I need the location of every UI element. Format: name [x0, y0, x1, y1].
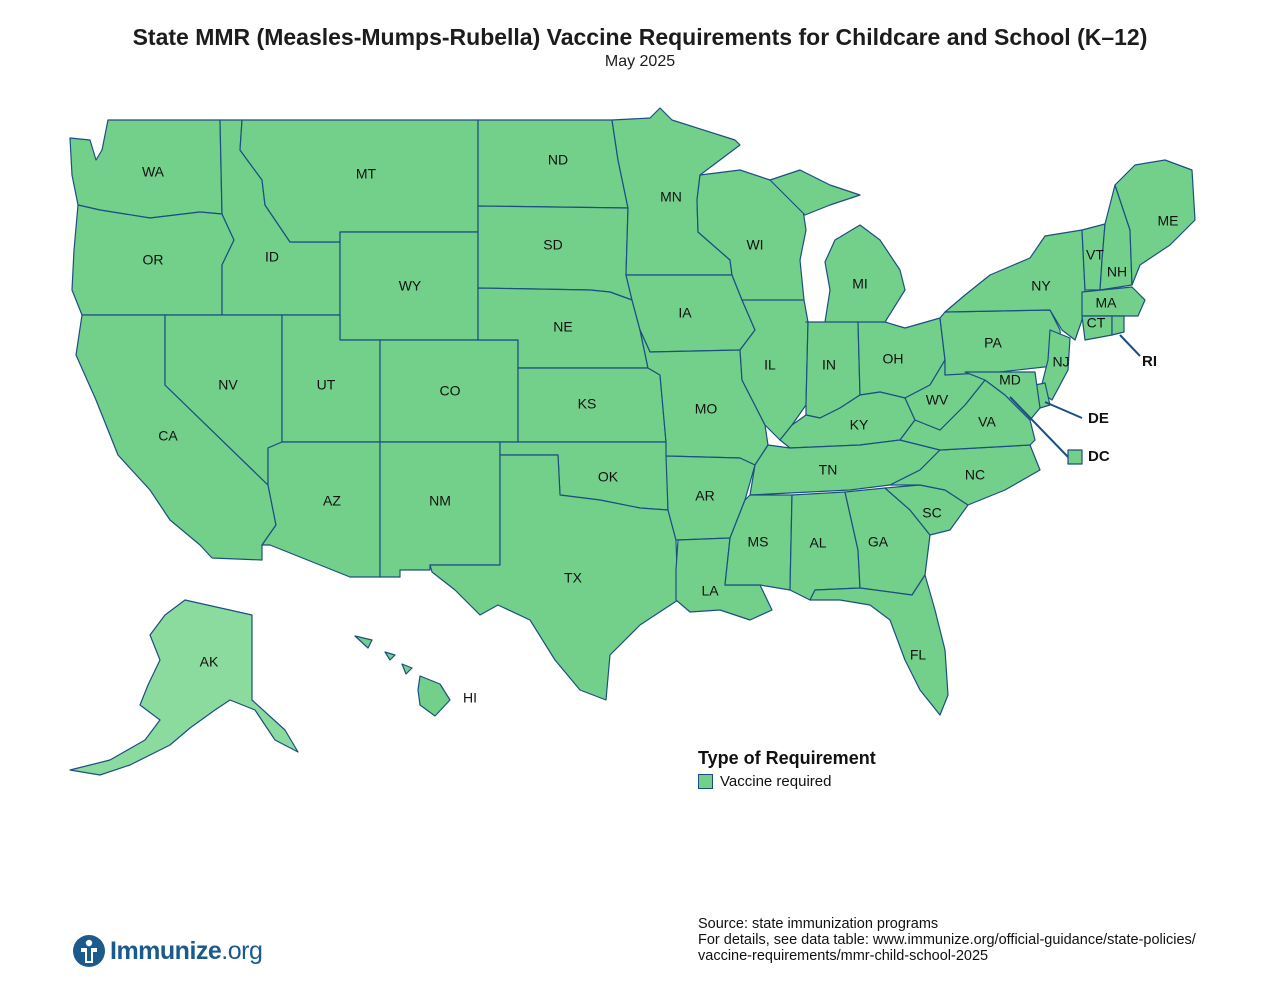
- label-md: MD: [999, 372, 1021, 388]
- state-ri[interactable]: [1111, 315, 1125, 336]
- label-il: IL: [764, 357, 776, 373]
- label-oh: OH: [883, 351, 904, 367]
- state-ma[interactable]: [1081, 286, 1146, 317]
- page-title: State MMR (Measles-Mumps-Rubella) Vaccin…: [132, 24, 1148, 50]
- label-az: AZ: [323, 493, 341, 509]
- page-subtitle: May 2025: [604, 53, 676, 70]
- label-co: CO: [440, 383, 461, 399]
- state-sd[interactable]: [477, 205, 633, 301]
- label-sd: SD: [543, 237, 562, 253]
- legend-title: Type of Requirement: [698, 748, 876, 768]
- logo-text: Immunize.org: [110, 936, 263, 966]
- label-ny: NY: [1031, 278, 1051, 294]
- label-wv: WV: [926, 392, 949, 408]
- label-de: DE: [1088, 410, 1109, 427]
- label-wa: WA: [142, 164, 165, 180]
- label-ct: CT: [1087, 315, 1106, 331]
- label-ut: UT: [317, 377, 336, 393]
- label-ks: KS: [578, 396, 597, 412]
- legend: Type of Requirement Vaccine required: [698, 748, 876, 790]
- label-va: VA: [978, 414, 996, 430]
- label-me: ME: [1158, 213, 1179, 229]
- label-tx: TX: [564, 570, 583, 586]
- state-ak[interactable]: [69, 599, 299, 776]
- state-tx[interactable]: [429, 454, 679, 701]
- label-ak: AK: [200, 654, 219, 670]
- label-nd: ND: [548, 152, 568, 168]
- label-ar: AR: [695, 488, 714, 504]
- logo-suffix: .org: [221, 936, 263, 965]
- state-az[interactable]: [261, 441, 381, 578]
- legend-item: Vaccine required: [698, 773, 876, 790]
- label-ne: NE: [553, 319, 572, 335]
- dc-leader: [1009, 396, 1069, 458]
- label-wi: WI: [746, 237, 763, 253]
- label-la: LA: [701, 583, 719, 599]
- label-vt: VT: [1086, 247, 1104, 263]
- label-or: OR: [143, 252, 164, 268]
- label-ky: KY: [850, 417, 869, 433]
- label-fl: FL: [910, 647, 927, 663]
- label-al: AL: [809, 535, 826, 551]
- label-nj: NJ: [1052, 354, 1069, 370]
- immunize-logo[interactable]: Immunize.org: [72, 934, 263, 968]
- label-mn: MN: [660, 189, 682, 205]
- label-nm: NM: [429, 493, 451, 509]
- label-ca: CA: [158, 428, 178, 444]
- label-ia: IA: [678, 305, 692, 321]
- label-nc: NC: [965, 467, 985, 483]
- label-sc: SC: [922, 505, 941, 521]
- label-ma: MA: [1096, 295, 1118, 311]
- label-ga: GA: [868, 534, 889, 550]
- source-line-3: vaccine-requirements/mmr-child-school-20…: [698, 948, 989, 964]
- de-leader: [1044, 401, 1083, 419]
- source-line-1: Source: state immunization programs: [698, 916, 939, 932]
- label-wy: WY: [399, 278, 422, 294]
- state-dc[interactable]: [1067, 449, 1083, 465]
- label-nh: NH: [1107, 264, 1127, 280]
- label-pa: PA: [984, 335, 1002, 351]
- state-me[interactable]: [1114, 159, 1196, 286]
- state-fl[interactable]: [809, 574, 949, 716]
- state-nm[interactable]: [379, 441, 501, 578]
- label-nv: NV: [218, 377, 238, 393]
- logo-name: Immunize: [110, 936, 222, 965]
- label-ok: OK: [598, 469, 619, 485]
- label-tn: TN: [819, 462, 838, 478]
- label-hi: HI: [463, 690, 477, 706]
- label-mt: MT: [356, 166, 377, 182]
- label-mi: MI: [852, 276, 868, 292]
- label-id: ID: [265, 249, 279, 265]
- state-nc[interactable]: [889, 444, 1041, 506]
- label-dc: DC: [1088, 448, 1110, 465]
- ri-leader: [1119, 334, 1141, 357]
- label-mo: MO: [695, 401, 718, 417]
- state-hi[interactable]: [354, 635, 451, 717]
- source-note: Source: state immunization programs For …: [698, 916, 1196, 964]
- label-ri: RI: [1142, 353, 1157, 370]
- label-in: IN: [822, 357, 836, 373]
- state-nj[interactable]: [1039, 329, 1071, 401]
- legend-label: Vaccine required: [720, 773, 832, 790]
- label-ms: MS: [748, 534, 769, 550]
- source-line-2: For details, see data table: www.immuniz…: [698, 932, 1196, 948]
- immunize-logo-icon: [73, 935, 105, 967]
- legend-swatch: [698, 774, 713, 789]
